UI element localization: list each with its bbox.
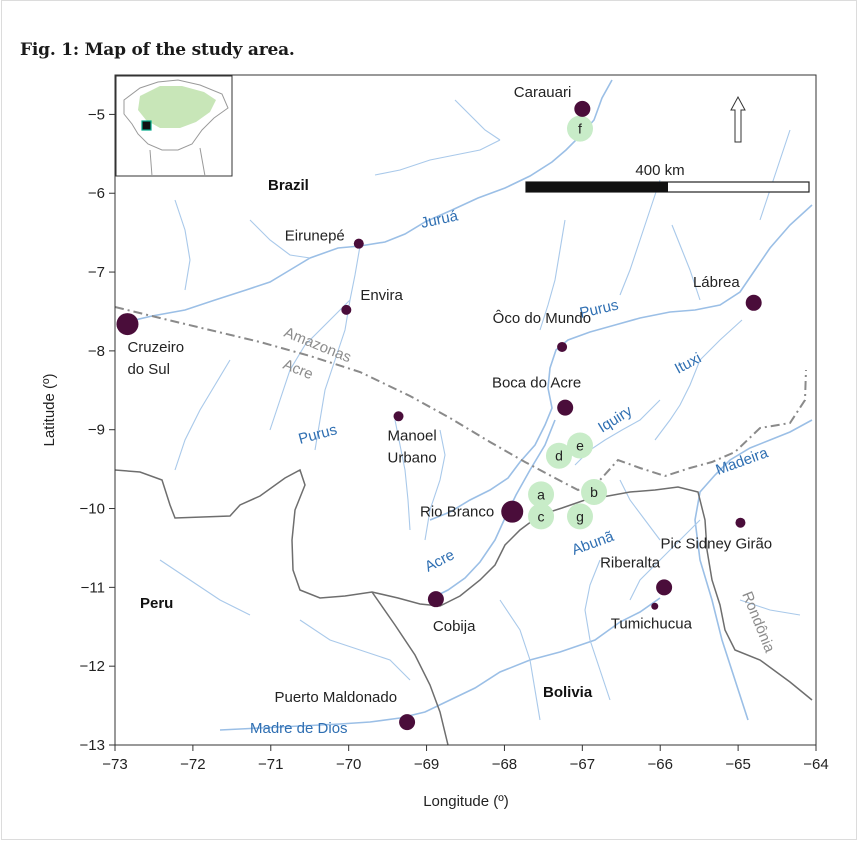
country-label-bolivia: Bolivia [543, 684, 593, 701]
figure-title: Fig. 1: Map of the study area. [20, 40, 295, 60]
study-site-b [581, 478, 608, 505]
y-tick-label: −12 [80, 658, 105, 675]
study-site-f [566, 115, 593, 142]
city-marker-tumichucua [651, 602, 659, 610]
study-site-a [528, 481, 555, 508]
city-marker-boca-do-acre [557, 399, 574, 416]
x-tick-label: −73 [102, 756, 127, 773]
study-sites: a b c de f g [528, 115, 608, 530]
y-tick-label: −7 [88, 264, 105, 281]
y-tick-label: −6 [88, 185, 105, 202]
city-marker-puerto-maldonado [399, 714, 416, 731]
study-site-label: g [576, 508, 584, 524]
y-tick-label: −5 [88, 106, 105, 123]
country-label-peru: Peru [140, 595, 173, 612]
city-marker-riberalta [656, 579, 673, 596]
y-tick-label: −10 [80, 501, 105, 518]
study-site-label: a [537, 486, 545, 502]
scale-bar-label: 400 km [635, 162, 684, 179]
city-label-cobija: Cobija [433, 618, 476, 635]
city-marker-cruzeiro-do-sul [116, 313, 139, 336]
y-tick-label: −13 [80, 737, 105, 754]
study-site-label: b [590, 484, 598, 500]
inset-map [115, 75, 233, 177]
city-label-tumichucua: Tumichucua [611, 615, 693, 632]
city-marker-rio-branco [501, 500, 524, 523]
city-label-carauari: Carauari [514, 84, 572, 101]
study-site-e [566, 432, 593, 459]
study-site-label: d [555, 448, 563, 464]
study-site-g [566, 503, 593, 530]
cities: Carauari Eirunepé Envira Cruzeiro do Sul Lábr… [116, 84, 772, 731]
plot-frame [114, 74, 817, 746]
country-borders [115, 468, 813, 745]
inset-amazon-region [138, 86, 216, 128]
city-label-manoel-urbano: Manoel Urbano [388, 427, 437, 466]
city-marker-envira [341, 304, 352, 315]
x-tick-label: −68 [492, 756, 517, 773]
city-label-puerto-maldonado: Puerto Maldonado [274, 689, 397, 706]
x-axis-title: Longitude (º) [423, 793, 509, 810]
study-site-label: c [538, 508, 545, 524]
city-label-rio-branco: Rio Branco [420, 504, 494, 521]
city-label-oco-do-mundo: Ôco do Mundo [493, 310, 591, 327]
state-borders [115, 306, 807, 492]
river-network [117, 79, 813, 731]
city-label-labrea: Lábrea [693, 274, 740, 291]
x-tick-label: −72 [180, 756, 205, 773]
city-label-envira: Envira [360, 287, 403, 304]
study-site-c [528, 503, 555, 530]
x-tick-label: −66 [647, 756, 672, 773]
city-label-cruzeiro-do-sul: Cruzeiro do Sul [127, 339, 184, 378]
city-marker-manoel-urbano [393, 411, 404, 422]
scale-bar: 400 km [525, 162, 810, 193]
x-tick-label: −70 [336, 756, 361, 773]
x-tick-label: −64 [803, 756, 828, 773]
x-tick-label: −65 [725, 756, 750, 773]
city-marker-pic-sidney-girao [735, 517, 746, 528]
study-site-d [545, 442, 572, 469]
city-marker-carauari [574, 100, 591, 117]
x-tick-label: −67 [570, 756, 595, 773]
city-marker-cobija [427, 591, 444, 608]
y-tick-label: −11 [81, 579, 105, 596]
study-site-label: f [578, 121, 582, 137]
city-marker-eirunepe [353, 238, 364, 249]
city-label-eirunepe: Eirunepé [285, 228, 345, 245]
axis-ticks: −73 −72 −71 −70 −69 −68 −67 −66 −65 −64 −5 −6 −7 −8 −9… [80, 106, 829, 773]
inset-study-area-marker [141, 120, 152, 131]
country-label-brazil: Brazil [268, 177, 309, 194]
y-axis-title: Latitude (º) [41, 373, 58, 446]
x-tick-label: −69 [414, 756, 439, 773]
city-label-boca-do-acre: Boca do Acre [492, 375, 581, 392]
city-marker-oco-do-mundo [557, 341, 568, 352]
river-label-madre-de-dios: Madre de Dios [250, 720, 348, 737]
y-tick-label: −9 [88, 422, 105, 439]
city-label-pic-sidney-girao: Pic Sidney Girão [660, 536, 772, 553]
north-arrow-icon [730, 95, 746, 143]
y-tick-label: −8 [88, 343, 105, 360]
city-marker-labrea [745, 294, 762, 311]
study-site-label: e [576, 437, 584, 453]
city-label-riberalta: Riberalta [600, 554, 661, 571]
x-tick-label: −71 [258, 756, 283, 773]
